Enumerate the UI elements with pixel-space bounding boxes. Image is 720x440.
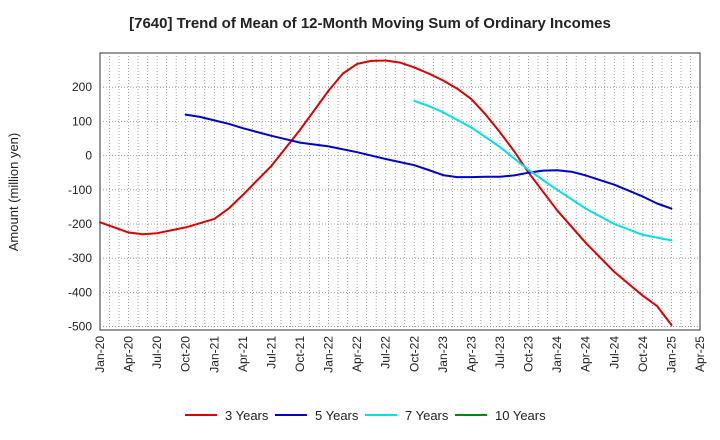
x-tick-label: Apr-22 [350, 336, 364, 372]
x-tick-label: Apr-20 [122, 336, 136, 372]
x-tick-label: Apr-23 [464, 336, 478, 372]
series-line-3-years [99, 59, 673, 326]
grid-lines [100, 53, 700, 330]
y-tick-label: -500 [68, 320, 92, 334]
y-tick-label: -200 [68, 217, 92, 231]
series-line-7-years [413, 99, 673, 242]
x-tick-label: Jul-22 [379, 336, 393, 369]
legend-label: 5 Years [315, 408, 359, 423]
x-tick-label: Jan-23 [436, 336, 450, 373]
series-lines [99, 59, 673, 326]
legend-label: 10 Years [495, 408, 546, 423]
y-tick-label: -400 [68, 285, 92, 299]
x-tick-label: Apr-25 [693, 336, 707, 372]
x-tick-label: Jul-24 [607, 336, 621, 369]
x-tick-label: Oct-22 [407, 336, 421, 372]
x-tick-label: Oct-21 [293, 336, 307, 372]
y-tick-label: -100 [68, 183, 92, 197]
x-tick-label: Jul-21 [264, 336, 278, 369]
x-tick-label: Apr-21 [236, 336, 250, 372]
x-tick-label: Jan-20 [93, 336, 107, 373]
series-line-5-years [184, 113, 673, 210]
y-tick-label: -300 [68, 251, 92, 265]
x-tick-label: Oct-24 [636, 336, 650, 372]
x-tick-label: Jan-25 [664, 336, 678, 373]
y-tick-label: 100 [72, 114, 92, 128]
x-tick-label: Jan-24 [550, 336, 564, 373]
y-axis-label: Amount (million yen) [6, 133, 21, 252]
x-tick-label: Jul-23 [493, 336, 507, 369]
legend-label: 3 Years [225, 408, 269, 423]
y-axis-ticks: 200 100 0 -100 -200 -300 -400 -500 [68, 80, 92, 333]
legend: 3 Years 5 Years 7 Years 10 Years [185, 408, 546, 423]
x-tick-label: Jul-20 [150, 336, 164, 369]
x-tick-label: Oct-20 [179, 336, 193, 372]
x-tick-label: Jan-21 [207, 336, 221, 373]
legend-label: 7 Years [405, 408, 449, 423]
y-tick-label: 0 [85, 149, 92, 163]
x-tick-label: Jan-22 [322, 336, 336, 373]
y-tick-label: 200 [72, 80, 92, 94]
x-tick-label: Oct-23 [522, 336, 536, 372]
x-axis-ticks: Jan-20 Apr-20 Jul-20 Oct-20 Jan-21 Apr-21 Jul-… [93, 336, 707, 373]
plot-area [99, 52, 701, 331]
x-tick-label: Apr-24 [579, 336, 593, 372]
chart-title: [7640] Trend of Mean of 12-Month Moving … [129, 15, 611, 32]
